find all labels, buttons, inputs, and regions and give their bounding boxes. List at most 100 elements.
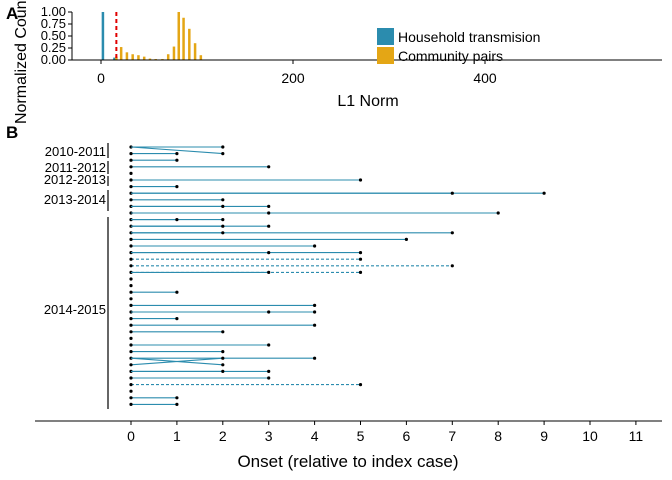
b-point — [175, 158, 179, 162]
b-group-label: 2011-2012 — [45, 160, 106, 175]
a-y-tick-label: 0.75 — [41, 16, 66, 31]
b-x-tick-label: 6 — [403, 428, 411, 444]
b-point — [542, 191, 546, 195]
panel-a-x-ticks: 0 200 400 — [97, 60, 497, 86]
b-point — [313, 244, 317, 248]
a-y-tick-label: 0.50 — [41, 28, 66, 43]
b-point — [129, 152, 133, 156]
panel-a: A Normalized Count 0.000.250.500.751.00 … — [6, 0, 662, 124]
b-point — [313, 310, 317, 314]
b-x-tick-label: 10 — [582, 428, 598, 444]
b-point — [129, 165, 133, 169]
a-bar — [113, 57, 116, 60]
b-point — [129, 297, 133, 301]
b-point — [221, 369, 225, 373]
b-point — [496, 211, 500, 215]
b-point — [358, 178, 363, 182]
a-bar — [142, 56, 146, 60]
b-point — [313, 303, 317, 307]
panel-a-y-ticks: 0.000.250.500.751.00 — [41, 4, 73, 67]
a-bar — [119, 47, 123, 60]
b-group-label: 2013-2014 — [44, 192, 106, 207]
b-point — [267, 251, 271, 255]
b-point — [267, 343, 271, 347]
b-point — [267, 204, 271, 208]
a-bar — [125, 52, 129, 60]
b-point — [129, 244, 133, 248]
b-point — [129, 350, 133, 354]
legend-swatch-household — [377, 28, 394, 45]
b-point — [267, 224, 271, 228]
b-point — [221, 224, 225, 228]
a-bar — [182, 17, 185, 60]
b-x-tick-label: 5 — [357, 428, 365, 444]
legend-label-community: Community pairs — [398, 48, 503, 64]
b-point — [175, 317, 179, 321]
b-point — [175, 152, 179, 156]
b-point — [313, 356, 317, 360]
panel-a-legend: Household transmision Community pairs — [377, 28, 540, 64]
b-point — [450, 264, 454, 268]
b-x-tick-label: 7 — [448, 428, 456, 444]
panel-a-y-axis-label: Normalized Count — [13, 0, 30, 124]
b-point — [450, 191, 454, 195]
b-point — [129, 317, 133, 321]
b-point — [221, 231, 225, 235]
b-group-label: 2014-2015 — [44, 302, 106, 317]
b-point — [129, 330, 133, 334]
b-point — [129, 402, 133, 406]
b-point — [129, 343, 133, 347]
b-point — [221, 204, 225, 208]
b-point — [221, 218, 225, 222]
b-point — [358, 383, 363, 387]
b-point — [358, 270, 363, 274]
b-point — [129, 277, 133, 281]
b-point — [175, 290, 179, 294]
b-point — [129, 284, 133, 288]
b-point — [129, 363, 133, 367]
b-point — [358, 251, 363, 255]
b-point — [267, 376, 271, 380]
b-point — [129, 376, 133, 380]
a-y-tick-label: 1.00 — [41, 4, 66, 19]
panel-b-label: B — [6, 123, 18, 142]
a-bar — [131, 54, 134, 60]
panel-a-label: A — [6, 4, 18, 23]
panel-b: B 2010-20112011-20122012-20132013-201420… — [6, 123, 662, 471]
b-point — [221, 350, 225, 354]
b-point — [358, 257, 363, 261]
b-pair-line — [130, 146, 223, 155]
a-bar — [172, 46, 176, 60]
b-group-label: 2012-2013 — [44, 172, 106, 187]
b-point — [221, 356, 225, 360]
panel-b-x-ticks: 0 1 2 3 4 5 6 7 8 9 10 11 — [127, 421, 643, 444]
b-x-tick-label: 11 — [629, 428, 644, 444]
legend-swatch-community — [377, 47, 394, 64]
b-point — [129, 389, 133, 393]
b-point — [221, 145, 225, 149]
b-x-tick-label: 1 — [173, 428, 181, 444]
b-point — [175, 218, 179, 222]
panel-b-pairs — [129, 145, 546, 406]
b-x-tick-label: 4 — [311, 428, 319, 444]
b-pair-line — [130, 357, 223, 366]
b-point — [267, 165, 271, 169]
b-point — [129, 383, 133, 387]
b-point — [129, 237, 133, 241]
b-point — [129, 323, 133, 327]
legend-label-household: Household transmision — [398, 29, 540, 45]
a-bar — [101, 12, 105, 60]
b-point — [313, 323, 317, 327]
a-bar — [188, 28, 191, 60]
panel-a-x-axis-label: L1 Norm — [337, 93, 398, 110]
a-y-tick-label: 0.00 — [41, 52, 66, 67]
b-point — [129, 185, 133, 189]
b-point — [404, 237, 408, 241]
b-point — [450, 231, 454, 235]
b-point — [129, 290, 133, 294]
b-point — [221, 152, 225, 156]
b-point — [267, 369, 271, 373]
a-bar — [199, 55, 203, 60]
